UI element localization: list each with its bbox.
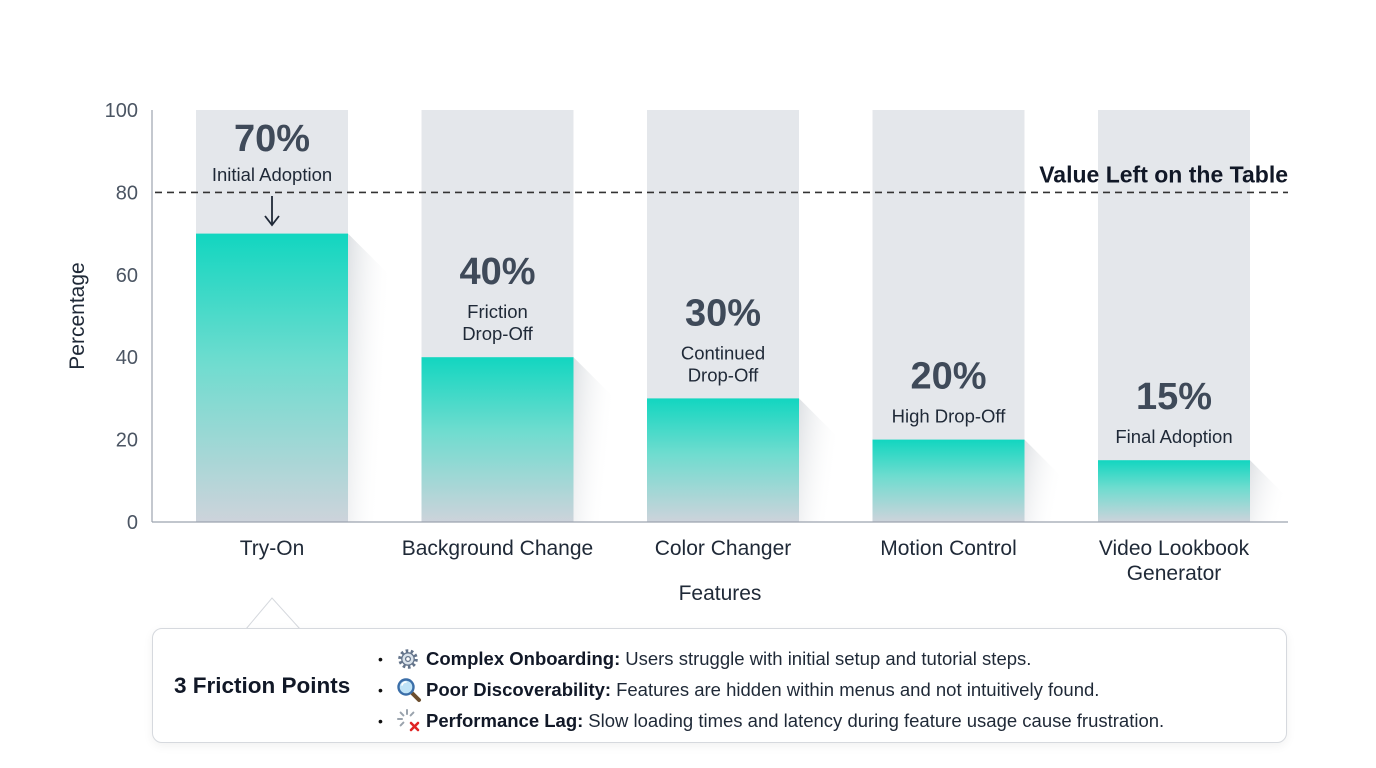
friction-point: • Poor Discoverability: Features are hid…: [378, 674, 1164, 705]
friction-points-title: 3 Friction Points: [174, 673, 351, 698]
stage-label: Final Adoption: [1115, 426, 1232, 447]
bar: [196, 233, 348, 522]
bullet: •: [378, 681, 383, 698]
friction-point: • Performance Lag: Sl: [378, 705, 1164, 736]
bar: [872, 439, 1025, 522]
friction-point-title: Performance Lag:: [426, 709, 584, 731]
loading-error-icon: [396, 708, 423, 734]
bar-shadow: [1024, 439, 1065, 522]
data-label: 70%: [234, 118, 310, 160]
bar-shadow: [1250, 460, 1290, 522]
stage-label: Initial Adoption: [212, 164, 332, 185]
reference-line-label: Value Left on the Table: [1039, 161, 1288, 187]
friction-point-title: Complex Onboarding:: [426, 647, 621, 669]
gear-icon: [396, 646, 423, 672]
x-tick-label: Background Change: [402, 537, 593, 560]
friction-point: • Complex Onboarding: Users struggle wit…: [378, 643, 1164, 674]
x-tick-label: Color Changer: [655, 537, 792, 560]
y-axis-title: Percentage: [66, 262, 89, 369]
data-label: 15%: [1136, 376, 1212, 418]
magnifier-icon: [396, 677, 423, 703]
stage-label: Friction Drop-Off: [462, 301, 533, 344]
friction-point-text: Users struggle with initial setup and tu…: [625, 647, 1032, 669]
data-label: 40%: [459, 251, 535, 293]
bullet: •: [378, 650, 383, 667]
y-tick-label: 100: [105, 100, 138, 122]
data-label: 20%: [910, 356, 986, 398]
bar-shadow: [348, 233, 388, 522]
bar: [647, 398, 799, 522]
friction-points-callout: 3 Friction Points • Complex Onboarding: …: [152, 628, 1287, 743]
friction-point-text: Features are hidden within menus and not…: [616, 678, 1100, 700]
y-tick-label: 80: [116, 182, 138, 204]
stage-label: Continued Drop-Off: [681, 342, 765, 385]
background-bar: [1098, 110, 1250, 522]
bar-shadow: [799, 398, 839, 522]
friction-points-list: • Complex Onboarding: Users struggle wit…: [378, 643, 1164, 736]
x-tick-label: Motion Control: [880, 537, 1017, 560]
bar-shadow: [573, 357, 614, 522]
y-tick-label: 60: [116, 265, 138, 287]
friction-point-text: Slow loading times and latency during fe…: [588, 709, 1165, 731]
data-label: 30%: [685, 292, 761, 334]
x-tick-label: Video Lookbook Generator: [1099, 537, 1250, 585]
y-tick-label: 0: [127, 512, 138, 534]
stage-label: High Drop-Off: [892, 406, 1007, 427]
bullet: •: [378, 712, 383, 729]
callout-pointer: [245, 597, 301, 630]
down-arrow-head-icon: [264, 215, 280, 227]
x-axis-title: Features: [679, 582, 762, 605]
bar: [421, 357, 574, 522]
y-tick-label: 40: [116, 347, 138, 369]
y-tick-label: 20: [116, 430, 138, 452]
friction-point-title: Poor Discoverability:: [426, 678, 612, 700]
bar: [1098, 460, 1250, 522]
x-tick-label: Try-On: [240, 537, 305, 560]
